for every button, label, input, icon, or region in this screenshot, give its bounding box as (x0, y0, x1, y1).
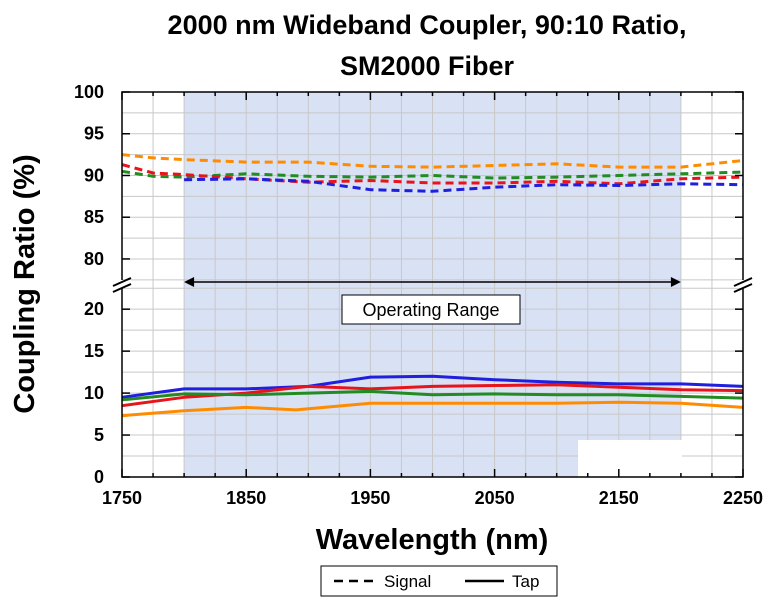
axis-break-mark (112, 277, 132, 287)
y-tick-label-lower: 10 (84, 383, 104, 403)
legend-signal-label: Signal (384, 572, 431, 591)
y-tick-label-lower: 5 (94, 425, 104, 445)
x-axis-title: Wavelength (nm) (316, 524, 549, 556)
tap-series-line-5 (121, 374, 744, 399)
x-tick-label: 1850 (226, 488, 266, 508)
legend-tap-label: Tap (512, 572, 539, 591)
y-axis-title: Coupling Ratio (%) (9, 154, 41, 413)
signal-series-line-1 (121, 153, 744, 169)
x-tick-label: 2250 (723, 488, 763, 508)
y-tick-label-upper: 85 (84, 207, 104, 227)
x-tick-label: 2150 (599, 488, 639, 508)
axis-break-mark (733, 277, 753, 287)
axis-break-gap (113, 280, 131, 288)
x-tick-label: 2050 (475, 488, 515, 508)
x-tick-label: 1950 (350, 488, 390, 508)
y-tick-label-upper: 95 (84, 124, 104, 144)
legend: Signal Tap (320, 565, 558, 597)
tap-series-line-7 (121, 389, 744, 402)
y-tick-label-lower: 0 (94, 467, 104, 487)
axis-break-gap (734, 280, 752, 288)
plot-area: Operating Range 1750 1850 1950 2050 2150 2250 0… (74, 82, 763, 508)
operating-range-arrowhead-left (184, 277, 195, 287)
y-tick-label-upper: 80 (84, 249, 104, 269)
y-tick-label-upper: 90 (84, 165, 104, 185)
y-tick-label-lower: 15 (84, 341, 104, 361)
chart-title-line-1: 2000 nm Wideband Coupler, 90:10 Ratio, (168, 10, 687, 40)
signal-series-line-4 (184, 177, 744, 193)
x-tick-label: 1750 (102, 488, 142, 508)
tap-series-line-8 (121, 400, 744, 418)
legend-box (320, 565, 558, 597)
legend-overlap-patch (578, 440, 682, 477)
y-tick-label-upper: 100 (74, 82, 104, 102)
chart-title-line-2: SM2000 Fiber (340, 51, 515, 81)
signal-series-line-2 (121, 169, 744, 180)
axis-break-mark (733, 283, 753, 293)
operating-range-label: Operating Range (362, 300, 499, 320)
axis-break-mark (112, 283, 132, 293)
operating-range-arrowhead-right (670, 277, 681, 287)
operating-range-label-box (341, 294, 521, 325)
signal-series-line-3 (121, 163, 744, 186)
y-tick-label-lower: 20 (84, 299, 104, 319)
